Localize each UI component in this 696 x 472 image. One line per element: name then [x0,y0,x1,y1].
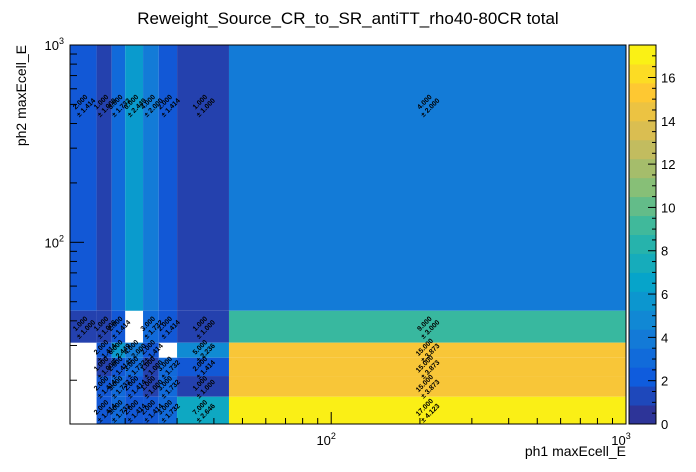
heatmap-cell [111,342,126,358]
heatmap-cell [228,396,627,424]
heatmap-cell [111,310,126,343]
y-tick-label: 103 [45,36,64,53]
heatmap-cell [143,45,159,311]
heatmap-cell [177,310,229,343]
heatmap-cell [111,45,126,311]
heatmap-cell [143,310,159,343]
x-tick-label: 102 [316,431,335,448]
heatmap-cell [158,310,178,343]
heatmap-cell [177,396,229,424]
heatmap-cell [177,357,229,377]
colorbar-segment [629,386,656,406]
heatmap-cells [70,45,627,424]
colorbar-tick-label: 6 [661,287,668,302]
colorbar-segment [629,348,656,368]
colorbar-segment [629,253,656,273]
heatmap-cell [125,396,144,424]
x-axis-label: ph1 maxEcell_E [525,443,626,459]
heatmap-cell [111,376,126,397]
heatmap-cell [143,342,159,358]
colorbar-segment [629,405,656,425]
colorbar-segment [629,45,656,65]
colorbar-tick-label: 12 [661,157,675,172]
colorbar-segment [629,329,656,349]
heatmap-cell [70,45,97,311]
y-axis-label: ph2 maxEcell_E [13,45,29,146]
colorbar-segment [629,291,656,311]
heatmap-cell [158,376,178,397]
y-axis-ticks: 102 103 [45,36,84,381]
heatmap-cell [111,396,126,424]
colorbar-segment [629,234,656,254]
y-tick-label: 102 [45,233,64,250]
heatmap-cell [177,45,229,311]
heatmap-cell [125,357,144,377]
colorbar-segment [629,120,656,141]
heatmap-cell [96,342,112,358]
heatmap-cell [228,357,627,377]
heatmap-cell [228,310,627,343]
x-axis-ticks: 102 103 [124,412,631,448]
colorbar-segment [629,63,656,84]
heatmap-cell [111,357,126,377]
heatmap-cell [70,310,97,343]
colorbar-segment [629,101,656,122]
heatmap-cell [143,396,159,424]
colorbar-segment [629,82,656,103]
colorbar-tick-label: 4 [661,330,668,345]
heatmap-cell [96,310,112,343]
chart-title: Reweight_Source_CR_to_SR_antiTT_rho40-80… [137,9,558,28]
heatmap-cell [143,376,159,397]
colorbar-tick-label: 14 [661,114,675,129]
heatmap-cell [177,376,229,397]
colorbar-frame [628,44,657,425]
colorbar-tick-label: 8 [661,244,668,259]
colorbar-segment [629,139,656,160]
heatmap-cell [96,357,112,377]
heatmap-cell [228,376,627,397]
colorbar-segment [629,177,656,198]
heatmap-cell [125,376,144,397]
colorbar-segment [629,158,656,179]
heatmap-cell [96,376,112,397]
heatmap-cell [125,342,144,358]
plot-frame [69,44,627,425]
heatmap-cell [228,342,627,358]
colorbar-segment [629,215,656,235]
heatmap-cell [125,45,144,311]
colorbar-tick-label: 2 [661,374,668,389]
heatmap-cell [158,357,178,377]
heatmap-cell [228,45,627,311]
colorbar-tick-label: 16 [661,70,675,85]
colorbar-tick-label: 0 [661,417,668,432]
heatmap-cell [177,342,229,358]
heatmap-cell [96,396,112,424]
heatmap-cell [96,45,112,311]
heatmap-cell [158,396,178,424]
colorbar: 0 2 4 6 8 10 12 14 16 [628,44,675,432]
x-tick-label: 103 [611,431,630,448]
colorbar-segment [629,272,656,292]
colorbar-segment [629,310,656,330]
heatmap-cell [143,357,159,377]
colorbar-tick-label: 10 [661,200,675,215]
colorbar-segment [629,367,656,387]
colorbar-segment [629,196,656,217]
heatmap-cell [158,45,178,311]
